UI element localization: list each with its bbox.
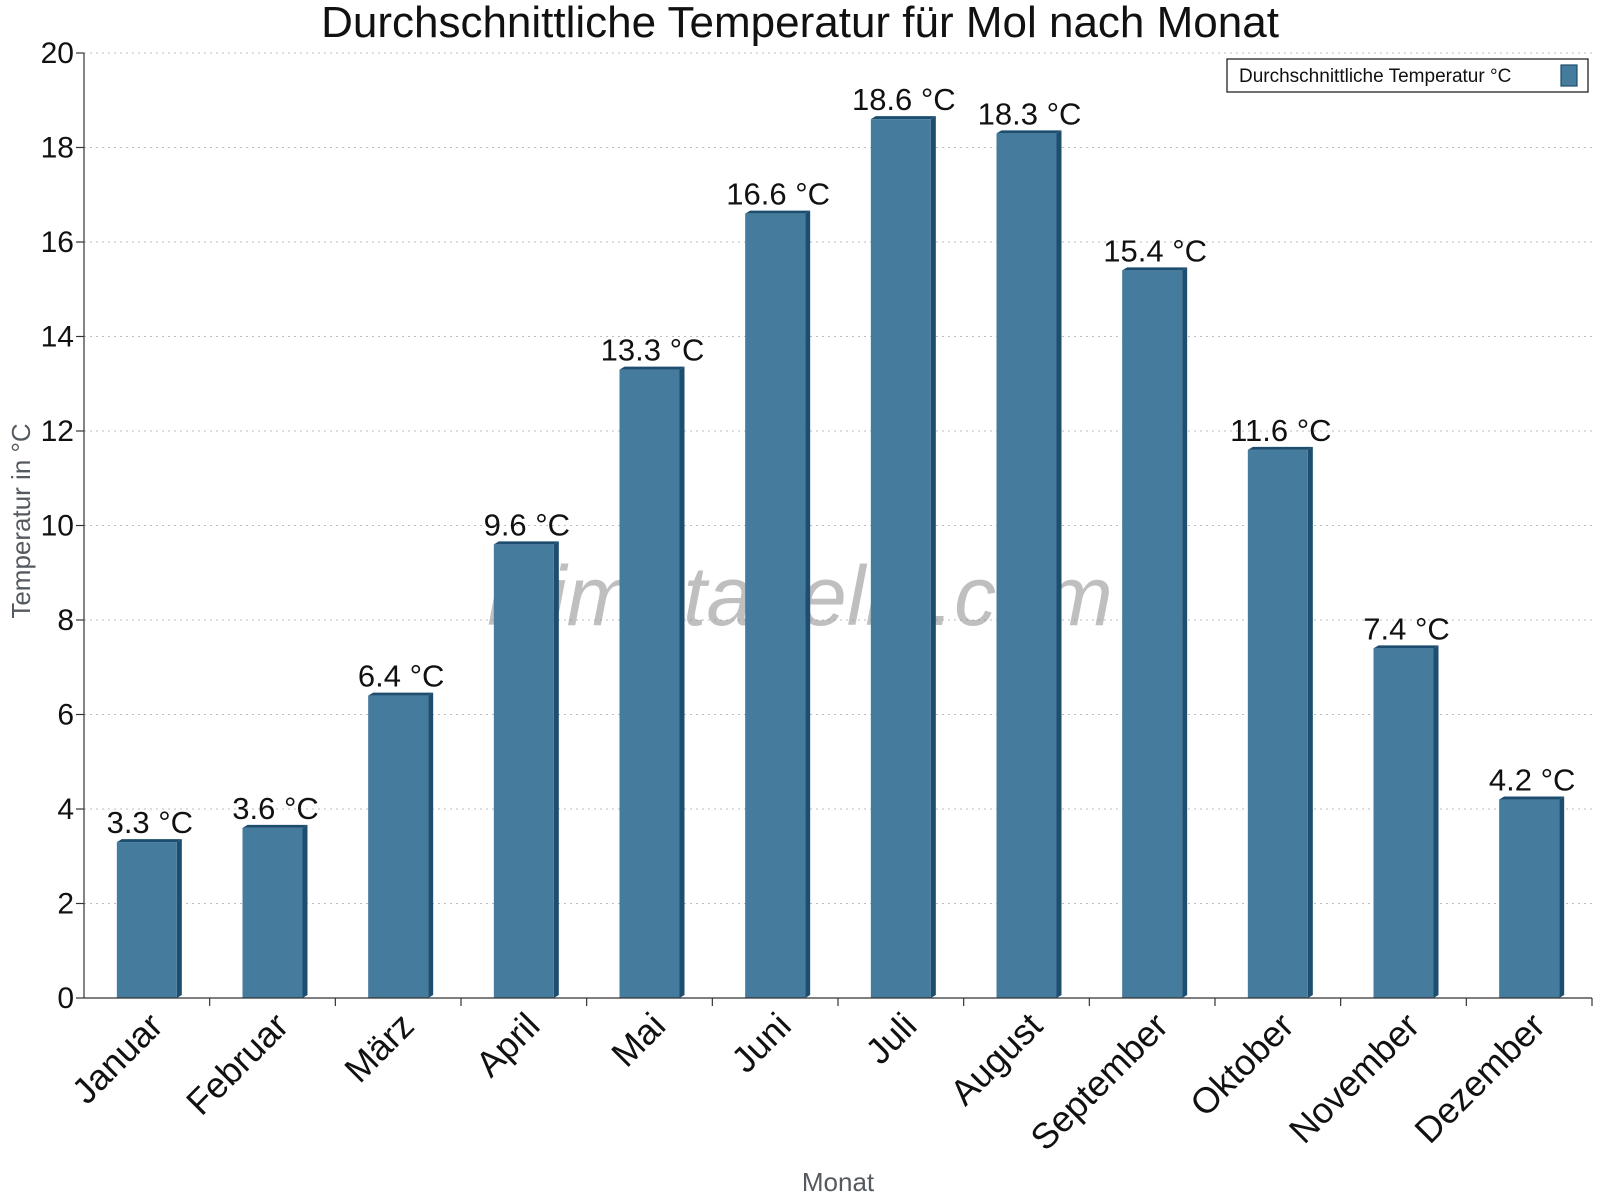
x-tick-label: November [1281,1005,1427,1151]
bars [116,116,1565,999]
x-tick-label: August [942,1005,1050,1113]
bar-front [1499,799,1560,998]
bar-front [996,133,1057,998]
bar-side [428,692,434,998]
bar-front [368,695,429,998]
x-tick-label: Mai [603,1005,673,1075]
y-tick-label: 16 [41,226,74,259]
chart-title: Durchschnittliche Temperatur für Mol nac… [321,0,1279,47]
y-tick-label: 18 [41,132,74,165]
y-tick-label: 8 [57,604,74,637]
bar-front [1247,449,1308,998]
bar-top [996,130,1062,134]
bar-top [870,116,936,120]
bar-front [1122,270,1183,999]
bar-side [176,839,182,998]
bar-top [368,692,434,696]
bar-side [1056,130,1062,998]
bar-mai [619,366,685,998]
bar-märz [368,692,434,998]
bar-side [1182,267,1188,999]
bar-side [805,210,811,998]
bar-front [1373,648,1434,998]
legend-box [1226,58,1589,93]
y-tick-label: 2 [57,888,74,921]
bar-side [302,824,308,998]
x-tick-label: Januar [64,1005,171,1112]
data-label: 3.3 °C [107,805,194,840]
x-tick-label: Februar [178,1005,296,1123]
bar-top [1247,446,1313,450]
data-label: 13.3 °C [601,333,705,368]
bar-side [1559,796,1565,998]
y-axis-label: Temperatur in °C [6,423,36,618]
bar-side [553,541,559,998]
bar-top [1122,267,1188,271]
x-tick-label: März [336,1005,422,1091]
data-label: 15.4 °C [1103,233,1207,268]
y-tick-label: 0 [57,982,74,1015]
data-label: 18.6 °C [852,82,956,117]
y-tick-label: 12 [41,415,74,448]
data-label: 9.6 °C [484,507,571,542]
bar-februar [242,824,308,998]
y-tick-label: 20 [41,37,74,70]
bar-august [996,130,1062,998]
bar-juni [745,210,811,998]
bar-side [1307,446,1313,998]
bar-januar [116,839,182,998]
x-tick-label: Juni [723,1005,799,1081]
bar-dezember [1499,796,1565,998]
x-tick-label: Juli [857,1005,924,1072]
gridlines [84,52,1592,904]
bar-september [1122,267,1188,999]
data-label: 11.6 °C [1230,413,1331,448]
bar-top [493,541,559,545]
y-axis-ticks: 0 2 4 6 8 10 12 14 16 18 20 [41,37,84,1015]
bar-side [1433,645,1439,998]
y-tick-label: 4 [57,793,74,826]
data-label: 18.3 °C [978,96,1082,131]
bar-side [930,116,936,998]
x-tick-label: April [468,1005,548,1085]
y-tick-label: 6 [57,699,74,732]
data-label: 16.6 °C [726,177,830,212]
bar-front [116,842,177,998]
bar-juli [870,116,936,998]
bar-front [745,213,806,998]
bar-top [619,366,685,370]
bar-front [493,544,554,998]
legend-swatch [1560,64,1578,87]
data-label: 3.6 °C [232,791,319,826]
x-tick-label: Dezember [1406,1005,1552,1151]
bar-top [745,210,811,214]
x-axis-ticks: Januar Februar März April Mai Juni Juli AugustS… [64,998,1593,1159]
bar-front [242,827,303,998]
axes [83,53,1592,999]
bar-side [679,366,685,998]
legend: Durchschnittliche Temperatur °C [1226,58,1589,93]
x-tick-label: September [1022,1005,1176,1159]
data-label: 6.4 °C [358,659,445,694]
y-tick-label: 14 [41,321,74,354]
bar-april [493,541,559,998]
bar-top [1499,796,1565,800]
bar-november [1373,645,1439,998]
bar-top [242,824,308,828]
y-tick-label: 10 [41,510,74,543]
x-tick-label: Oktober [1182,1005,1302,1125]
bar-front [870,119,931,998]
data-label: 7.4 °C [1363,611,1450,646]
data-label: 4.2 °C [1489,763,1576,798]
data-labels: 3.3 °C 3.6 °C 6.4 °C 9.6 °C 13.3 °C 16.6 °C 18… [107,82,1576,840]
bar-top [1373,645,1439,649]
legend-entry-label: Durchschnittliche Temperatur °C [1239,66,1511,87]
bar-oktober [1247,446,1313,998]
x-axis-label: Monat [802,1167,875,1197]
bar-front [619,369,680,998]
bar-top [116,839,182,843]
